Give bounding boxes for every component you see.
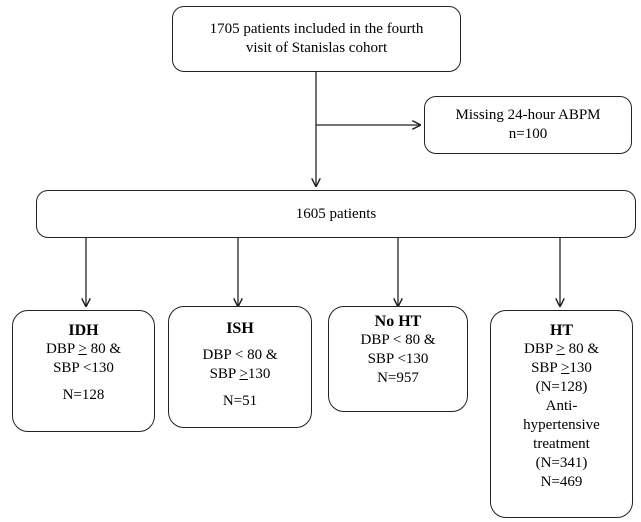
- ht-title: HT: [549, 322, 574, 339]
- idh-count: N=128: [62, 387, 105, 403]
- ish-count: N=51: [222, 393, 258, 409]
- ish-criteria-dbp: DBP < 80 &: [202, 347, 278, 363]
- ht-criteria-dbp: DBP > 80 &: [523, 341, 599, 357]
- middle-node: 1605 patients: [36, 190, 636, 238]
- idh-node: IDH DBP > 80 & SBP <130 N=128: [12, 310, 155, 432]
- top-node-line1: 1705 patients included in the fourth: [209, 21, 424, 37]
- middle-node-label: 1605 patients: [295, 205, 377, 222]
- ht-criteria-sbp: SBP >130: [531, 360, 592, 376]
- missing-node: Missing 24-hour ABPM n=100: [424, 96, 632, 154]
- ht-treated-count: (N=341): [535, 455, 588, 471]
- noht-criteria-sbp: SBP <130: [367, 351, 429, 367]
- ht-treatment-line2: hypertensive: [523, 417, 600, 433]
- ish-title: ISH: [226, 320, 254, 337]
- idh-title: IDH: [68, 322, 99, 339]
- ht-node: HT DBP > 80 & SBP >130 (N=128) Anti- hyp…: [490, 310, 633, 518]
- idh-criteria-sbp: SBP <130: [53, 360, 114, 376]
- top-node-line2: visit of Stanislas cohort: [245, 40, 388, 56]
- ish-node: ISH DBP < 80 & SBP >130 N=51: [168, 306, 312, 428]
- missing-node-line2: n=100: [508, 126, 548, 142]
- idh-criteria-dbp: DBP > 80 &: [45, 341, 121, 357]
- ish-criteria-sbp: SBP >130: [209, 366, 271, 382]
- ht-count: N=469: [540, 474, 583, 490]
- ht-treatment-line3: treatment: [533, 436, 590, 452]
- missing-node-line1: Missing 24-hour ABPM: [455, 107, 601, 123]
- noht-criteria-dbp: DBP < 80 &: [360, 332, 436, 348]
- noht-title: No HT: [374, 313, 422, 330]
- ht-untreated-count: (N=128): [535, 379, 588, 395]
- noht-node: No HT DBP < 80 & SBP <130 N=957: [328, 306, 468, 412]
- ht-treatment-line1: Anti-: [545, 398, 578, 414]
- noht-count: N=957: [377, 370, 419, 386]
- top-node: 1705 patients included in the fourth vis…: [172, 6, 461, 72]
